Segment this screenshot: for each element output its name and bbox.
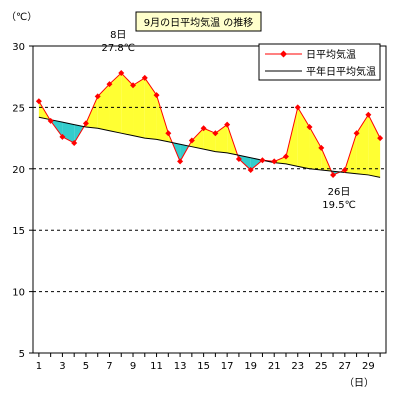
x-tick-label: 9 — [130, 361, 136, 372]
data-point-actual — [365, 111, 372, 118]
data-point-actual — [141, 74, 148, 81]
x-tick-label: 27 — [338, 361, 351, 372]
fill-above-normal — [309, 127, 322, 171]
data-point-actual — [177, 158, 184, 165]
series-line-normal — [38, 116, 381, 178]
legend: 日平均気温 平年日平均気温 — [258, 43, 381, 81]
data-point-actual — [306, 124, 313, 131]
data-point-actual — [71, 140, 78, 147]
data-point-actual — [59, 133, 66, 140]
data-point-actual — [224, 121, 231, 128]
x-tick-label: 1 — [36, 361, 42, 372]
fill-above-normal — [97, 84, 110, 131]
fill-above-normal — [133, 77, 145, 139]
x-axis-ticks: 1 3 5 7 9 11 13 15 17 19 21 23 25 27 29 — [36, 353, 381, 372]
legend-swatch-marker-actual — [280, 50, 287, 58]
data-point-actual — [200, 125, 207, 132]
fill-below-normal — [62, 122, 75, 144]
data-point-actual — [165, 130, 172, 137]
annotation-label: 8日 — [110, 30, 126, 41]
data-point-actual — [153, 92, 160, 99]
series-line-actual — [38, 72, 381, 176]
data-point-actual — [47, 117, 54, 124]
data-point-actual — [235, 155, 242, 162]
data-point-actual — [247, 167, 254, 174]
data-point-actual — [353, 130, 360, 137]
data-point-actual — [341, 167, 348, 174]
annotations: 8日 27.8℃ 26日 19.5℃ — [102, 30, 356, 211]
data-point-actual — [118, 70, 125, 77]
y-axis-unit-label: （℃） — [6, 11, 37, 23]
legend-label-normal: 平年日平均気温 — [306, 65, 376, 78]
y-tick-label: 15 — [12, 226, 25, 237]
annotation-label: 27.8℃ — [102, 43, 136, 54]
y-tick-label: 25 — [12, 103, 25, 114]
fill-above-normal — [191, 128, 204, 150]
chart-title-box — [135, 11, 262, 32]
data-point-actual — [106, 81, 113, 88]
fill-above-normal — [109, 73, 122, 134]
data-point-actual — [271, 158, 278, 165]
data-point-actual — [94, 93, 101, 100]
fill-above-normal — [156, 95, 169, 142]
data-point-actual — [259, 157, 266, 164]
fill-above-normal — [368, 114, 381, 178]
x-tick-label: 3 — [59, 361, 65, 372]
y-tick-label: 5 — [19, 349, 25, 360]
x-tick-label: 29 — [362, 361, 375, 372]
fill-above-normal — [356, 114, 369, 175]
y-axis-ticks: 5 10 15 20 25 30 — [12, 42, 33, 360]
fill-above-normal — [274, 156, 286, 164]
fill-above-normal — [144, 77, 157, 140]
data-point-actual — [188, 137, 195, 144]
x-axis-unit-label: （日） — [344, 377, 374, 389]
fill-above-normal — [121, 73, 134, 136]
x-tick-label: 21 — [268, 361, 281, 372]
y-tick-label: 30 — [12, 42, 25, 53]
data-point-actual — [294, 104, 301, 111]
plot-area — [32, 45, 387, 354]
data-point-actual — [35, 98, 42, 105]
data-point-actual — [318, 144, 325, 151]
y-tick-label: 10 — [12, 288, 25, 299]
x-tick-label: 15 — [197, 361, 210, 372]
legend-box — [258, 43, 381, 81]
x-tick-label: 23 — [291, 361, 304, 372]
series-lines — [38, 72, 381, 178]
data-point-actual — [130, 82, 137, 89]
x-tick-label: 7 — [106, 361, 112, 372]
x-tick-label: 25 — [315, 361, 328, 372]
chart-title: 9月の日平均気温 の推移 — [135, 11, 262, 32]
x-tick-label: 19 — [244, 361, 257, 372]
x-tick-label: 17 — [221, 361, 234, 372]
x-tick-label: 13 — [174, 361, 187, 372]
data-point-actual — [212, 130, 219, 137]
x-tick-label: 11 — [150, 361, 163, 372]
data-point-actual — [282, 153, 289, 160]
y-tick-label: 20 — [12, 165, 25, 176]
x-tick-label: 5 — [83, 361, 89, 372]
chart-title-text: 9月の日平均気温 の推移 — [144, 16, 254, 29]
data-point-actual — [330, 171, 337, 178]
annotation-label: 26日 — [328, 187, 351, 198]
series-markers — [35, 70, 384, 178]
annotation-label: 19.5℃ — [322, 200, 356, 211]
data-point-actual — [82, 120, 89, 127]
fill-above-normal — [203, 128, 216, 152]
data-point-actual — [377, 135, 384, 142]
fill-above-normal — [285, 107, 298, 167]
gridlines — [33, 106, 386, 293]
legend-label-actual: 日平均気温 — [306, 48, 356, 61]
